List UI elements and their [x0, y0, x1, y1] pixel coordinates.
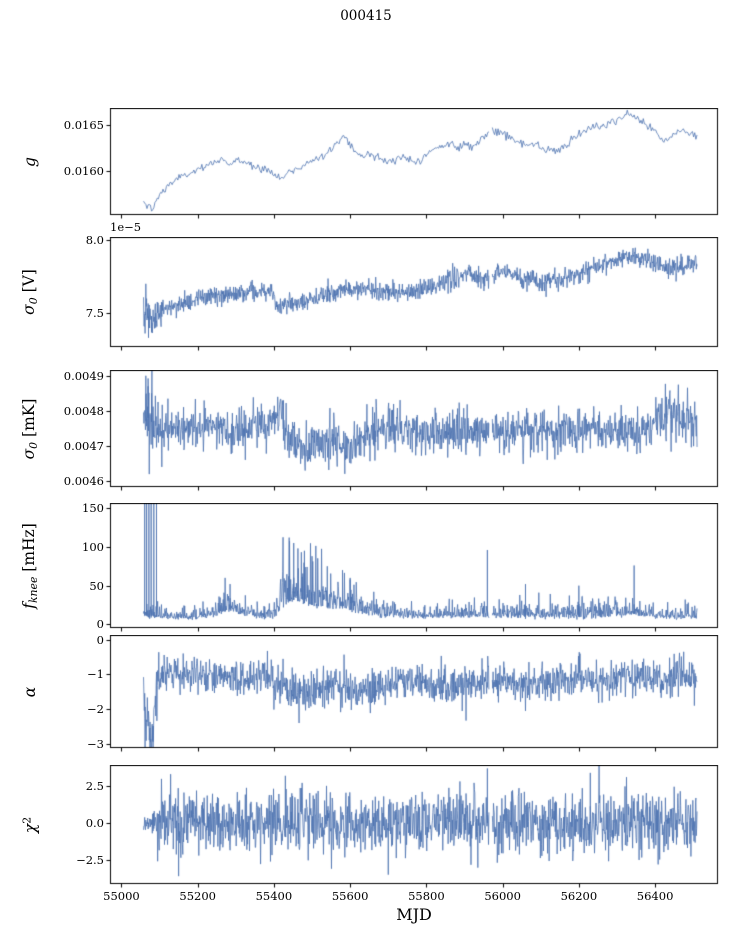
panel-sigma0-mk-plot — [0, 370, 732, 492]
y-tick-label: −3 — [87, 737, 104, 752]
y-axis-label-gain: g — [21, 156, 39, 167]
y-tick-label: 0.0160 — [63, 163, 104, 178]
y-tick-label: 0 — [96, 617, 104, 632]
x-tick-label: 56000 — [484, 889, 521, 903]
y-axis-label-fknee: fknee [mHz] — [19, 522, 41, 609]
x-tick-label: 55600 — [331, 889, 369, 903]
y-tick-label: 0 — [96, 632, 104, 647]
y-axis-label-chi2: χ2 — [20, 816, 40, 833]
y-tick-label: 0.0049 — [63, 368, 104, 383]
panel-sigma0-volts-plot — [0, 237, 732, 352]
y-tick-label: 0.0047 — [63, 439, 104, 454]
y-tick-label: 0.0165 — [63, 117, 104, 132]
panel-alpha-plot — [0, 635, 732, 753]
y-tick-label: 0.0048 — [63, 403, 104, 418]
panel-chi2-plot — [0, 765, 732, 889]
panel-gain-plot — [0, 108, 732, 220]
y-axis-label-alpha: α — [21, 686, 39, 697]
y-tick-label: 100 — [82, 539, 104, 554]
y-tick-label: 150 — [82, 501, 104, 516]
x-axis-label: MJD — [396, 905, 432, 924]
y-axis-label-sigma0-mk: σ0 [mK] — [19, 398, 41, 459]
x-tick-label: 55800 — [408, 889, 445, 903]
y-tick-label: −2.5 — [76, 852, 104, 867]
x-tick-label: 56200 — [560, 889, 598, 903]
axis-offset-text: 1e−5 — [110, 220, 142, 234]
y-tick-label: 2.5 — [85, 779, 104, 794]
y-tick-label: −2 — [87, 702, 104, 717]
y-tick-label: 0.0 — [85, 816, 104, 831]
y-tick-label: 50 — [89, 578, 104, 593]
y-axis-label-sigma0-volts: σ0 [V] — [19, 269, 41, 315]
y-tick-label: −1 — [87, 667, 104, 682]
panel-fknee-plot — [0, 503, 732, 633]
x-tick-label: 55000 — [103, 889, 140, 903]
y-tick-label: 0.0046 — [63, 474, 104, 489]
x-tick-label: 55200 — [179, 889, 216, 903]
figure-title: 000415 — [340, 8, 392, 24]
y-tick-label: 8.0 — [85, 233, 104, 248]
x-tick-label: 56400 — [636, 889, 674, 903]
x-tick-label: 55400 — [255, 889, 293, 903]
y-tick-label: 7.5 — [85, 306, 104, 321]
